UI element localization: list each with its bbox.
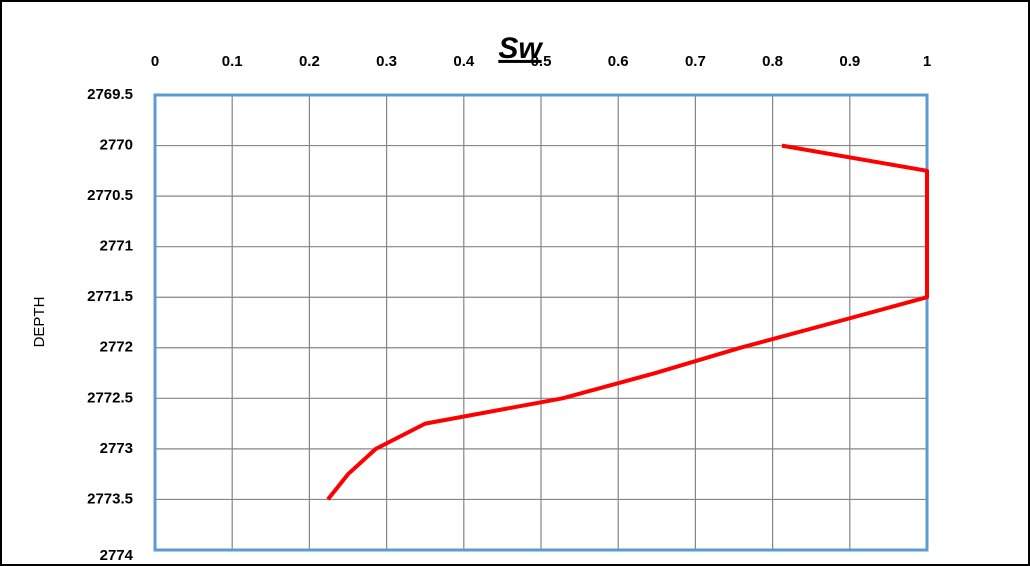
x-tick-label: 0.7 bbox=[685, 53, 706, 70]
x-tick-label: 0.3 bbox=[376, 53, 397, 70]
x-tick-label: 0.9 bbox=[839, 53, 860, 70]
y-tick-label: 2773.5 bbox=[87, 490, 133, 507]
x-tick-label: 1 bbox=[923, 53, 931, 70]
x-tick-label: 0.2 bbox=[299, 53, 320, 70]
y-tick-label: 2771.5 bbox=[87, 288, 133, 305]
y-tick-label: 2770 bbox=[100, 137, 133, 154]
x-tick-label: 0.4 bbox=[453, 53, 475, 70]
chart-title: Sw bbox=[498, 32, 543, 65]
y-axis-label: DEPTH bbox=[31, 297, 48, 348]
x-tick-label: 0.6 bbox=[608, 53, 629, 70]
y-tick-label: 2772.5 bbox=[87, 389, 133, 406]
data-line bbox=[326, 143, 929, 501]
y-tick-label: 2772 bbox=[100, 339, 133, 356]
plot-area-border bbox=[153, 93, 929, 552]
y-tick-label: 2771 bbox=[100, 238, 133, 255]
x-tick-label: 0 bbox=[151, 53, 159, 70]
x-tick-label: 0.8 bbox=[762, 53, 783, 70]
y-tick-label: 2769.5 bbox=[87, 86, 133, 103]
y-tick-label: 2774 bbox=[100, 547, 134, 564]
y-tick-label: 2773 bbox=[100, 440, 133, 457]
y-tick-label: 2770.5 bbox=[87, 187, 133, 204]
x-tick-label: 0.1 bbox=[222, 53, 243, 70]
x-tick-label: 0.5 bbox=[531, 53, 552, 70]
